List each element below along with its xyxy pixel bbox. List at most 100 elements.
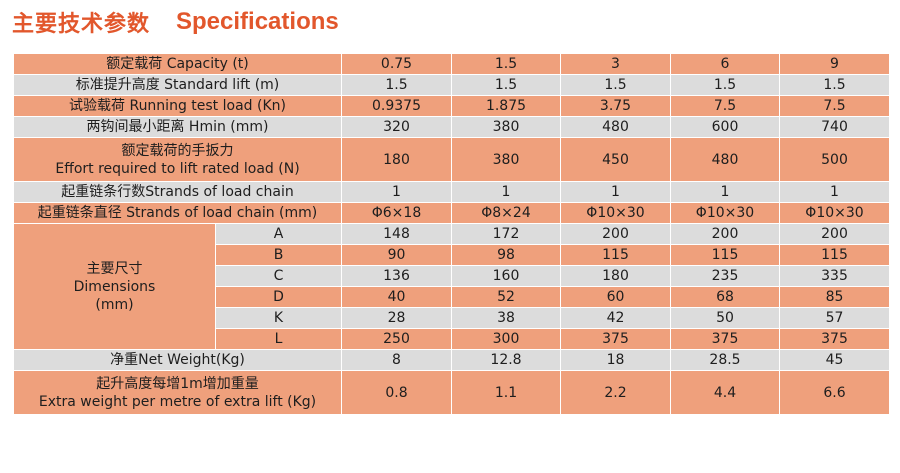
value-cell: 40 [341,286,452,308]
value-cell: 380 [451,137,561,182]
dimensions-label-unit: (mm) [95,296,134,313]
value-cell: 57 [779,307,890,329]
value-cell: 7.5 [779,95,890,117]
standard-lift-row: 标准提升高度 Standard lift (m) 1.5 1.5 1.5 1.5… [13,74,890,96]
extra-weight-row: 起升高度每增1m增加重量 Extra weight per metre of e… [13,370,890,415]
value-cell: Φ10×30 [779,202,890,224]
value-cell: 148 [341,223,452,245]
page-title: 主要技术参数 Specifications [12,4,339,40]
value-cell: 335 [779,265,890,287]
value-cell: 1 [670,181,780,203]
value-cell: 42 [560,307,671,329]
row-label-cn: 额定载荷的手扳力 [121,142,234,159]
value-cell: 28 [341,307,452,329]
net-weight-row: 净重Net Weight(Kg) 8 12.8 18 28.5 45 [13,349,890,371]
chain-diameter-row: 起重链条直径 Strands of load chain (mm) Φ6×18 … [13,202,890,224]
row-label: 起升高度每增1m增加重量 Extra weight per metre of e… [13,370,342,415]
row-label: 额定载荷的手扳力 Effort required to lift rated l… [13,137,342,182]
value-cell: 740 [779,116,890,138]
value-cell: 18 [560,349,671,371]
dimensions-label: 主要尺寸 Dimensions (mm) [13,223,216,350]
value-cell: 136 [341,265,452,287]
row-label: 两钩间最小距离 Hmin (mm) [13,116,342,138]
value-cell: 1.5 [560,74,671,96]
value-cell: Φ6×18 [341,202,452,224]
value-cell: 380 [451,116,561,138]
value-cell: 1 [451,181,561,203]
value-cell: 52 [451,286,561,308]
value-cell: 450 [560,137,671,182]
value-cell: 160 [451,265,561,287]
value-cell: 1.5 [779,74,890,96]
value-cell: 200 [779,223,890,245]
value-cell: 480 [670,137,780,182]
row-label: 起重链条直径 Strands of load chain (mm) [13,202,342,224]
value-cell: 320 [341,116,452,138]
row-label-en: Extra weight per metre of extra lift (Kg… [38,393,317,410]
value-cell: 115 [670,244,780,266]
dimension-key: B [215,244,342,266]
value-cell: 1.5 [341,74,452,96]
dimension-key: C [215,265,342,287]
value-cell: 1.5 [451,53,561,75]
dimension-key: K [215,307,342,329]
dimension-row-k: K 28 38 42 50 57 [14,307,890,329]
value-cell: 0.9375 [341,95,452,117]
value-cell: 1 [341,181,452,203]
dimension-row-l: L 250 300 375 375 375 [14,328,890,350]
value-cell: 4.4 [670,370,780,415]
value-cell: 300 [451,328,561,350]
value-cell: 1.875 [451,95,561,117]
value-cell: 6 [670,53,780,75]
value-cell: 375 [779,328,890,350]
value-cell: 90 [341,244,452,266]
value-cell: 0.8 [341,370,452,415]
value-cell: 1 [779,181,890,203]
row-label-en: Effort required to lift rated load (N) [55,160,300,177]
value-cell: 2.2 [560,370,671,415]
value-cell: 7.5 [670,95,780,117]
dimension-row-a: 主要尺寸 Dimensions (mm) A 148 172 200 200 2… [13,223,890,350]
value-cell: 1 [560,181,671,203]
value-cell: 115 [779,244,890,266]
value-cell: 180 [560,265,671,287]
value-cell: 60 [560,286,671,308]
value-cell: 38 [451,307,561,329]
running-test-load-row: 试验载荷 Running test load (Kn) 0.9375 1.875… [13,95,890,117]
title-english: Specifications [176,8,339,35]
dimension-row-d: D 40 52 60 68 85 [14,286,890,308]
value-cell: 200 [670,223,780,245]
value-cell: 172 [451,223,561,245]
dimension-key: D [215,286,342,308]
effort-row: 额定载荷的手扳力 Effort required to lift rated l… [13,137,890,182]
row-label: 标准提升高度 Standard lift (m) [13,74,342,96]
value-cell: 235 [670,265,780,287]
dimensions-label-en: Dimensions [73,278,156,295]
value-cell: 200 [560,223,671,245]
value-cell: 28.5 [670,349,780,371]
value-cell: Φ10×30 [560,202,671,224]
dimension-key: L [215,328,342,350]
value-cell: 8 [341,349,452,371]
value-cell: 3 [560,53,671,75]
value-cell: 45 [779,349,890,371]
value-cell: 250 [341,328,452,350]
value-cell: 6.6 [779,370,890,415]
title-chinese: 主要技术参数 [12,12,151,37]
value-cell: 1.1 [451,370,561,415]
value-cell: 50 [670,307,780,329]
value-cell: 375 [560,328,671,350]
value-cell: 1.5 [670,74,780,96]
value-cell: 0.75 [341,53,452,75]
row-label: 试验载荷 Running test load (Kn) [13,95,342,117]
dimensions-label-cn: 主要尺寸 [86,260,143,277]
row-label-cn: 起升高度每增1m增加重量 [96,375,259,392]
value-cell: 98 [451,244,561,266]
hmin-row: 两钩间最小距离 Hmin (mm) 320 380 480 600 740 [13,116,890,138]
value-cell: Φ8×24 [451,202,561,224]
value-cell: 480 [560,116,671,138]
value-cell: Φ10×30 [670,202,780,224]
value-cell: 375 [670,328,780,350]
value-cell: 12.8 [451,349,561,371]
value-cell: 68 [670,286,780,308]
